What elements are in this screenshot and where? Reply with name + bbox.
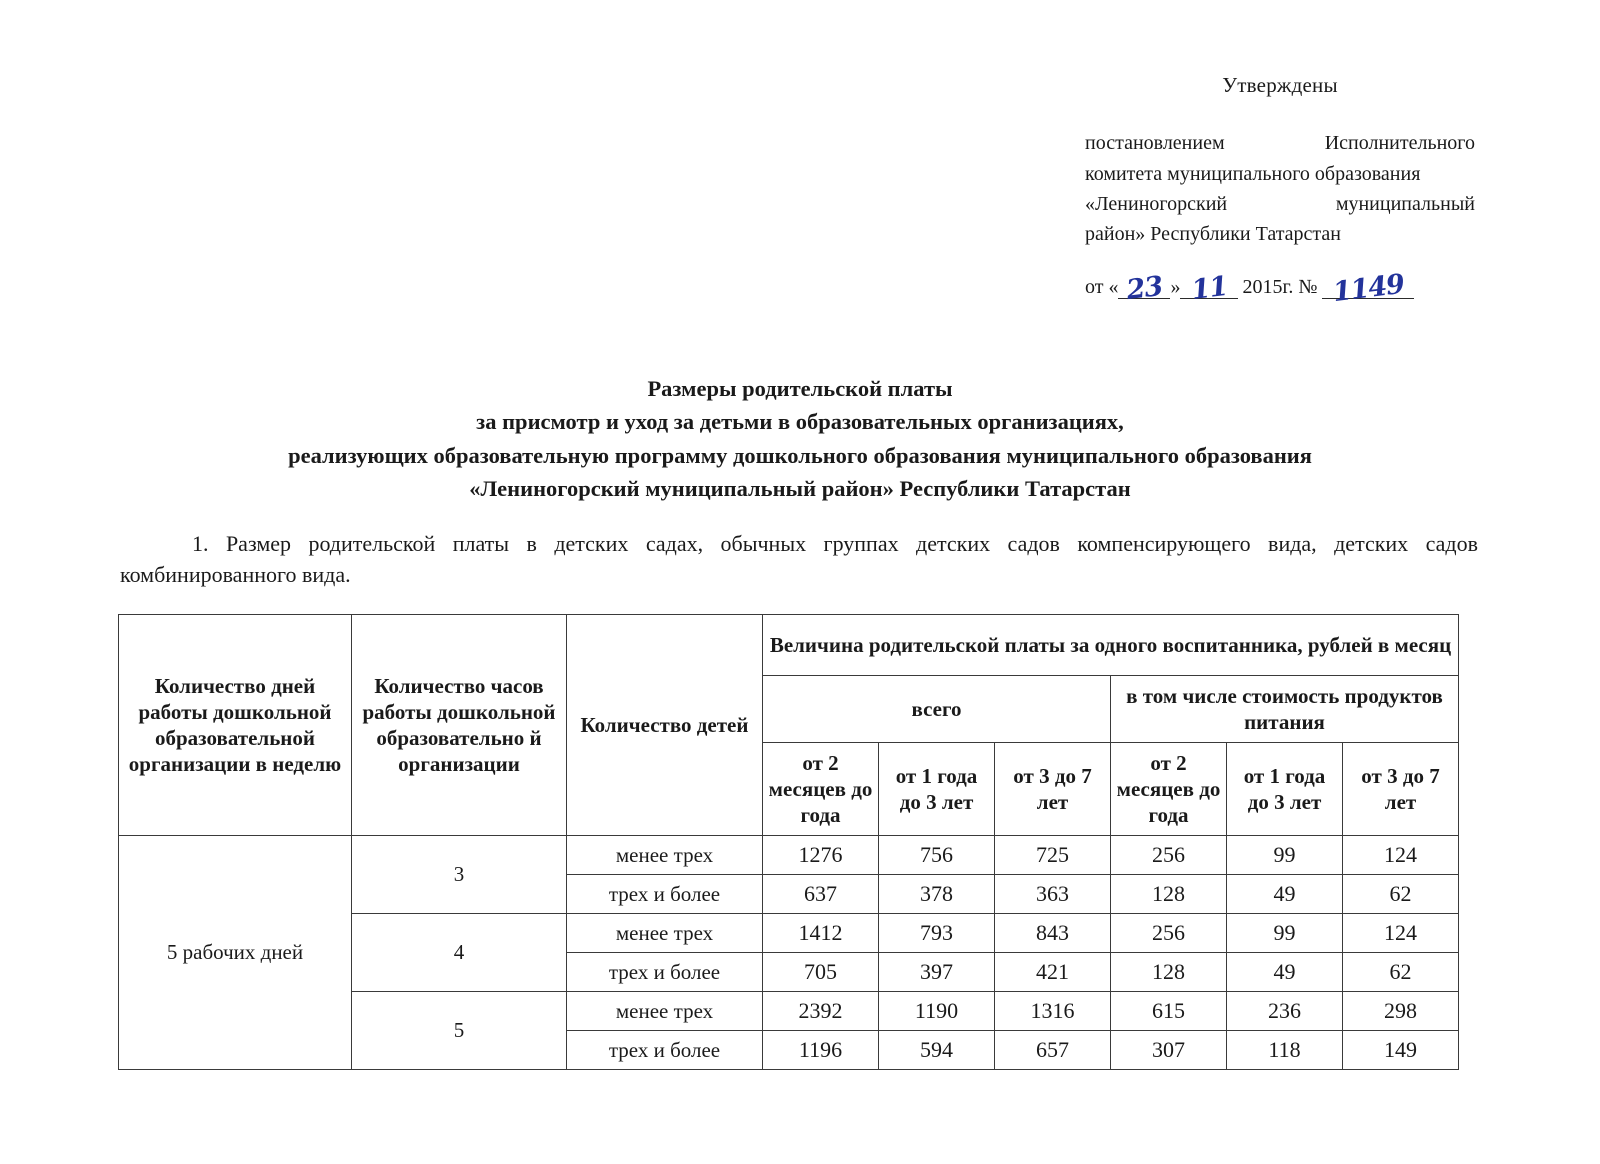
cell-total-age-1: 2392 [762, 991, 879, 1031]
cell-food-age-1: 307 [1110, 1030, 1227, 1070]
cell-food-age-2: 49 [1226, 874, 1343, 914]
cell-total-age-2: 397 [878, 952, 995, 992]
page-title-line-3: реализующих образовательную программу до… [288, 442, 1312, 468]
cell-food-age-3: 62 [1342, 874, 1459, 914]
cell-food-age-1: 128 [1110, 874, 1227, 914]
page-title: Размеры родительской платы за присмотр и… [120, 372, 1480, 505]
cell-food-age-2: 118 [1226, 1030, 1343, 1070]
approval-line-2: комитета муниципального образования [1085, 162, 1421, 185]
page-title-line-2: за присмотр и уход за детьми в образоват… [476, 409, 1124, 435]
col-header-food-age-1: от 2 месяцев до года [1110, 742, 1227, 836]
cell-total-age-2: 594 [878, 1030, 995, 1070]
cell-food-age-3: 124 [1342, 913, 1459, 953]
cell-total-age-1: 1196 [762, 1030, 879, 1070]
cell-total-age-2: 793 [878, 913, 995, 953]
cell-days-value: 5 рабочих дней [118, 835, 352, 1070]
cell-hours-value: 5 [351, 991, 567, 1070]
cell-children-value: трех и более [566, 1030, 763, 1070]
approval-date-line: от « 23 » 11 2015г. № 1149 [1085, 269, 1475, 308]
col-header-hours: Количество часов работы дошкольной образ… [351, 614, 567, 836]
table-header-row-3: от 2 месяцев до года от 1 года до 3 лет … [119, 742, 1459, 836]
table-header-row-1: Количество дней работы дошкольной образо… [118, 614, 1459, 836]
cell-food-age-1: 128 [1110, 952, 1227, 992]
cell-food-age-2: 49 [1226, 952, 1343, 992]
cell-food-age-1: 256 [1110, 835, 1227, 875]
parental-fee-table: Количество дней работы дошкольной образо… [118, 614, 1459, 1070]
cell-food-age-3: 124 [1342, 835, 1459, 875]
cell-total-age-3: 363 [994, 874, 1111, 914]
col-header-total-age-1: от 2 месяцев до года [762, 742, 879, 836]
cell-total-age-3: 657 [994, 1030, 1111, 1070]
table-header: Количество дней работы дошкольной образо… [118, 614, 1459, 836]
cell-total-age-1: 705 [762, 952, 879, 992]
col-header-food: в том числе стоимость продуктов питания [1110, 675, 1459, 743]
page-title-line-4: «Лениногорский муниципальный район» Респ… [469, 475, 1131, 501]
cell-total-age-2: 756 [878, 835, 995, 875]
cell-food-age-3: 149 [1342, 1030, 1459, 1070]
col-header-days: Количество дней работы дошкольной образо… [118, 614, 352, 836]
approval-line-3: «Лениногорский муниципальный [1085, 193, 1475, 216]
cell-hours-value: 4 [351, 913, 567, 992]
date-month-blank: 11 [1180, 271, 1239, 306]
cell-food-age-1: 256 [1110, 913, 1227, 953]
approval-line-4: район» Республики Татарстан [1085, 223, 1341, 246]
cell-children-value: трех и более [566, 874, 763, 914]
col-header-food-age-2: от 1 года до 3 лет [1226, 742, 1343, 836]
table-row: трех и более 705 397 421 128 49 62 [119, 952, 1459, 992]
cell-total-age-3: 725 [994, 835, 1111, 875]
handwritten-day: 23 [1125, 270, 1165, 306]
approval-line-1: постановлением Исполнительного [1085, 132, 1475, 155]
cell-food-age-2: 236 [1226, 991, 1343, 1031]
table-body: 5 рабочих дней 3 менее трех 1276 756 725… [118, 835, 1459, 1070]
cell-children-value: менее трех [566, 991, 763, 1031]
table-row: трех и более 1196 594 657 307 118 149 [119, 1030, 1459, 1070]
cell-children-value: менее трех [566, 835, 763, 875]
col-header-children: Количество детей [566, 614, 763, 836]
approval-title: Утверждены [1222, 73, 1338, 97]
doc-number-blank: 1149 [1321, 269, 1414, 308]
cell-food-age-1: 615 [1110, 991, 1227, 1031]
cell-total-age-1: 637 [762, 874, 879, 914]
intro-paragraph: 1. Размер родительской платы в детских с… [120, 531, 1478, 588]
cell-total-age-3: 1316 [994, 991, 1111, 1031]
table-row: 5 рабочих дней 3 менее трех 1276 756 725… [118, 835, 1459, 1070]
date-quote-close-label: » [1170, 275, 1181, 298]
handwritten-doc-number: 1149 [1330, 268, 1406, 309]
col-header-total-age-3: от 3 до 7 лет [994, 742, 1111, 836]
col-header-amount: Величина родительской платы за одного во… [762, 614, 1459, 676]
table-row: 4 менее трех 1412 793 843 256 99 124 [119, 913, 1459, 992]
cell-children-value: трех и более [566, 952, 763, 992]
cell-hours-value: 3 [351, 835, 567, 914]
cell-food-age-2: 99 [1226, 835, 1343, 875]
table-header-row-2: всего в том числе стоимость продуктов пи… [119, 675, 1459, 743]
cell-food-age-2: 99 [1226, 913, 1343, 953]
cell-total-age-1: 1412 [762, 913, 879, 953]
handwritten-month: 11 [1190, 270, 1230, 306]
col-header-total: всего [762, 675, 1111, 743]
cell-children-value: менее трех [566, 913, 763, 953]
cell-total-age-3: 843 [994, 913, 1111, 953]
col-header-total-age-2: от 1 года до 3 лет [878, 742, 995, 836]
cell-food-age-3: 62 [1342, 952, 1459, 992]
approval-body: постановлением Исполнительного комитета … [1085, 128, 1475, 250]
date-prefix-label: от « [1085, 275, 1119, 298]
date-day-blank: 23 [1118, 271, 1171, 306]
col-header-food-age-3: от 3 до 7 лет [1342, 742, 1459, 836]
cell-total-age-2: 1190 [878, 991, 995, 1031]
date-year-label: 2015г. № [1242, 275, 1318, 298]
cell-total-age-2: 378 [878, 874, 995, 914]
approval-block: Утверждены постановлением Исполнительног… [1085, 72, 1475, 308]
cell-food-age-3: 298 [1342, 991, 1459, 1031]
cell-total-age-3: 421 [994, 952, 1111, 992]
page-title-line-1: Размеры родительской платы [647, 376, 953, 401]
cell-total-age-1: 1276 [762, 835, 879, 875]
